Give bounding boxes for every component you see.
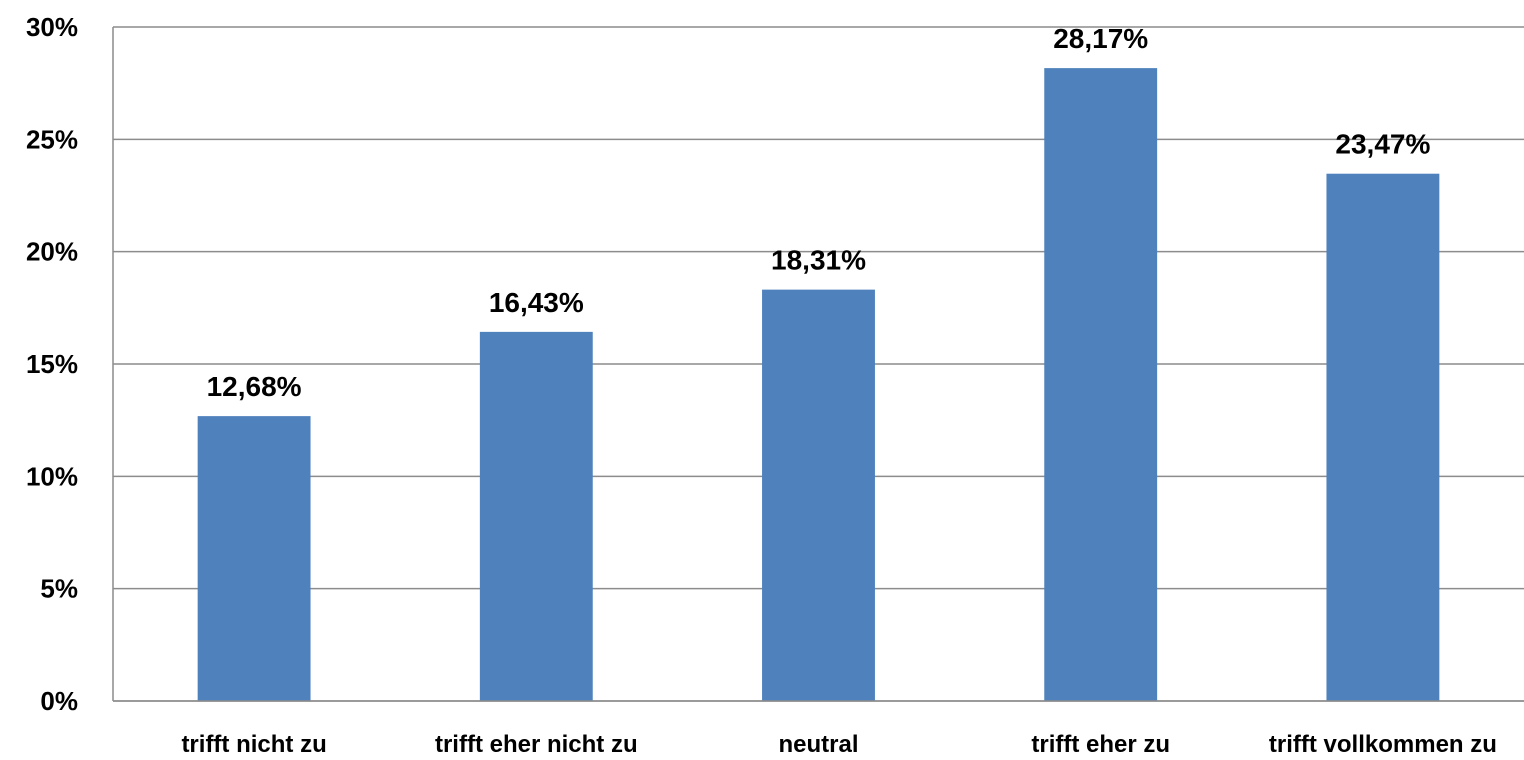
bar — [1326, 173, 1440, 701]
data-label: 12,68% — [207, 371, 302, 402]
y-tick-label: 20% — [26, 237, 78, 267]
x-tick-label: trifft eher nicht zu — [435, 731, 638, 755]
bars — [197, 68, 1440, 701]
bar — [197, 416, 311, 701]
x-tick-label: trifft vollkommen zu — [1269, 731, 1497, 755]
x-tick-label: trifft eher zu — [1031, 731, 1170, 755]
y-tick-label: 25% — [26, 124, 78, 154]
y-tick-label: 15% — [26, 349, 78, 379]
y-tick-label: 5% — [40, 574, 78, 604]
y-tick-label: 10% — [26, 461, 78, 491]
y-axis: 0% 5% 10% 15% 20% 25% 30% — [26, 12, 114, 716]
y-tick-label: 0% — [40, 686, 78, 716]
bar — [1044, 68, 1158, 701]
data-labels: 12,68% 16,43% 18,31% 28,17% 23,47% — [207, 23, 1431, 402]
data-label: 16,43% — [489, 287, 584, 318]
data-label: 23,47% — [1335, 129, 1430, 160]
bar — [762, 289, 875, 701]
x-axis: trifft nicht zu trifft eher nicht zu neutr… — [113, 700, 1524, 758]
data-label: 18,31% — [771, 245, 866, 276]
y-tick-label: 30% — [26, 12, 78, 42]
bar — [479, 331, 593, 701]
x-tick-label: trifft nicht zu — [181, 731, 326, 755]
x-tick-label: neutral — [778, 731, 858, 755]
data-label: 28,17% — [1053, 23, 1148, 54]
